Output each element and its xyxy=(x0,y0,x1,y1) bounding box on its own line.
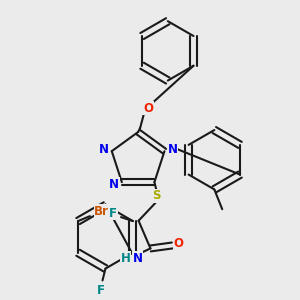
Text: N: N xyxy=(109,178,119,190)
Text: F: F xyxy=(97,284,104,297)
Text: O: O xyxy=(143,102,153,115)
Text: S: S xyxy=(152,190,160,202)
Text: Br: Br xyxy=(94,205,109,218)
Text: H: H xyxy=(121,252,131,265)
Text: N: N xyxy=(133,252,142,265)
Text: N: N xyxy=(99,143,109,156)
Text: O: O xyxy=(173,237,183,250)
Text: F: F xyxy=(109,207,117,220)
Text: N: N xyxy=(167,143,177,156)
